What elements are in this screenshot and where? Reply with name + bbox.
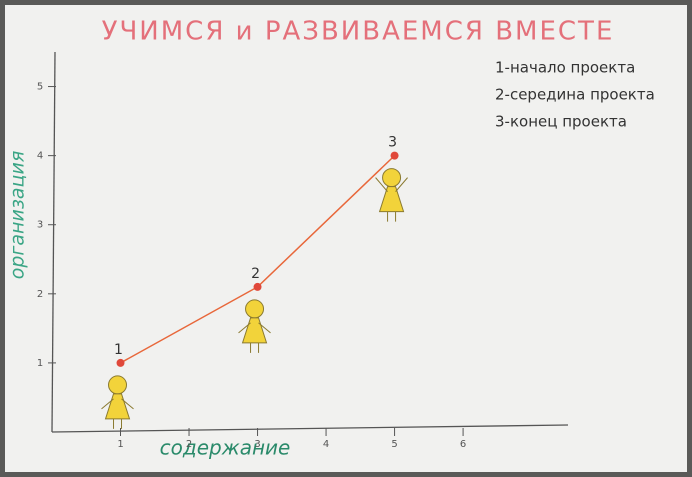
y-tick-label: 3 — [37, 220, 43, 231]
data-point — [391, 152, 399, 160]
x-tick-label: 5 — [391, 439, 397, 450]
data-point — [254, 283, 262, 291]
y-tick-label: 1 — [37, 358, 43, 369]
figure-head — [383, 169, 401, 187]
note: 3-конец проекта — [495, 113, 627, 131]
figure-head — [246, 300, 264, 318]
y-tick-label: 2 — [37, 289, 43, 300]
point-label: 3 — [388, 135, 397, 151]
y-tick-label: 4 — [37, 151, 43, 162]
x-axis-label: содержание — [160, 436, 291, 460]
x-tick-label: 4 — [323, 439, 329, 450]
x-tick-label: 3 — [254, 439, 260, 450]
point-label: 1 — [114, 342, 123, 358]
point-label: 2 — [251, 266, 260, 282]
x-tick-label: 2 — [186, 439, 192, 450]
note: 2-середина проекта — [495, 86, 655, 104]
data-point — [117, 359, 125, 367]
x-tick-label: 1 — [117, 439, 123, 450]
chart: УЧИМСЯ и РАЗВИВАЕМСЯ ВМЕСТЕ содержание о… — [0, 0, 692, 477]
y-tick-label: 5 — [37, 82, 43, 93]
y-axis-label: организация — [7, 151, 29, 280]
figure-head — [109, 376, 127, 394]
x-tick-label: 6 — [460, 439, 466, 450]
page: УЧИМСЯ и РАЗВИВАЕМСЯ ВМЕСТЕ содержание о… — [0, 0, 692, 477]
note: 1-начало проекта — [495, 59, 635, 77]
chart-title: УЧИМСЯ и РАЗВИВАЕМСЯ ВМЕСТЕ — [102, 17, 615, 47]
